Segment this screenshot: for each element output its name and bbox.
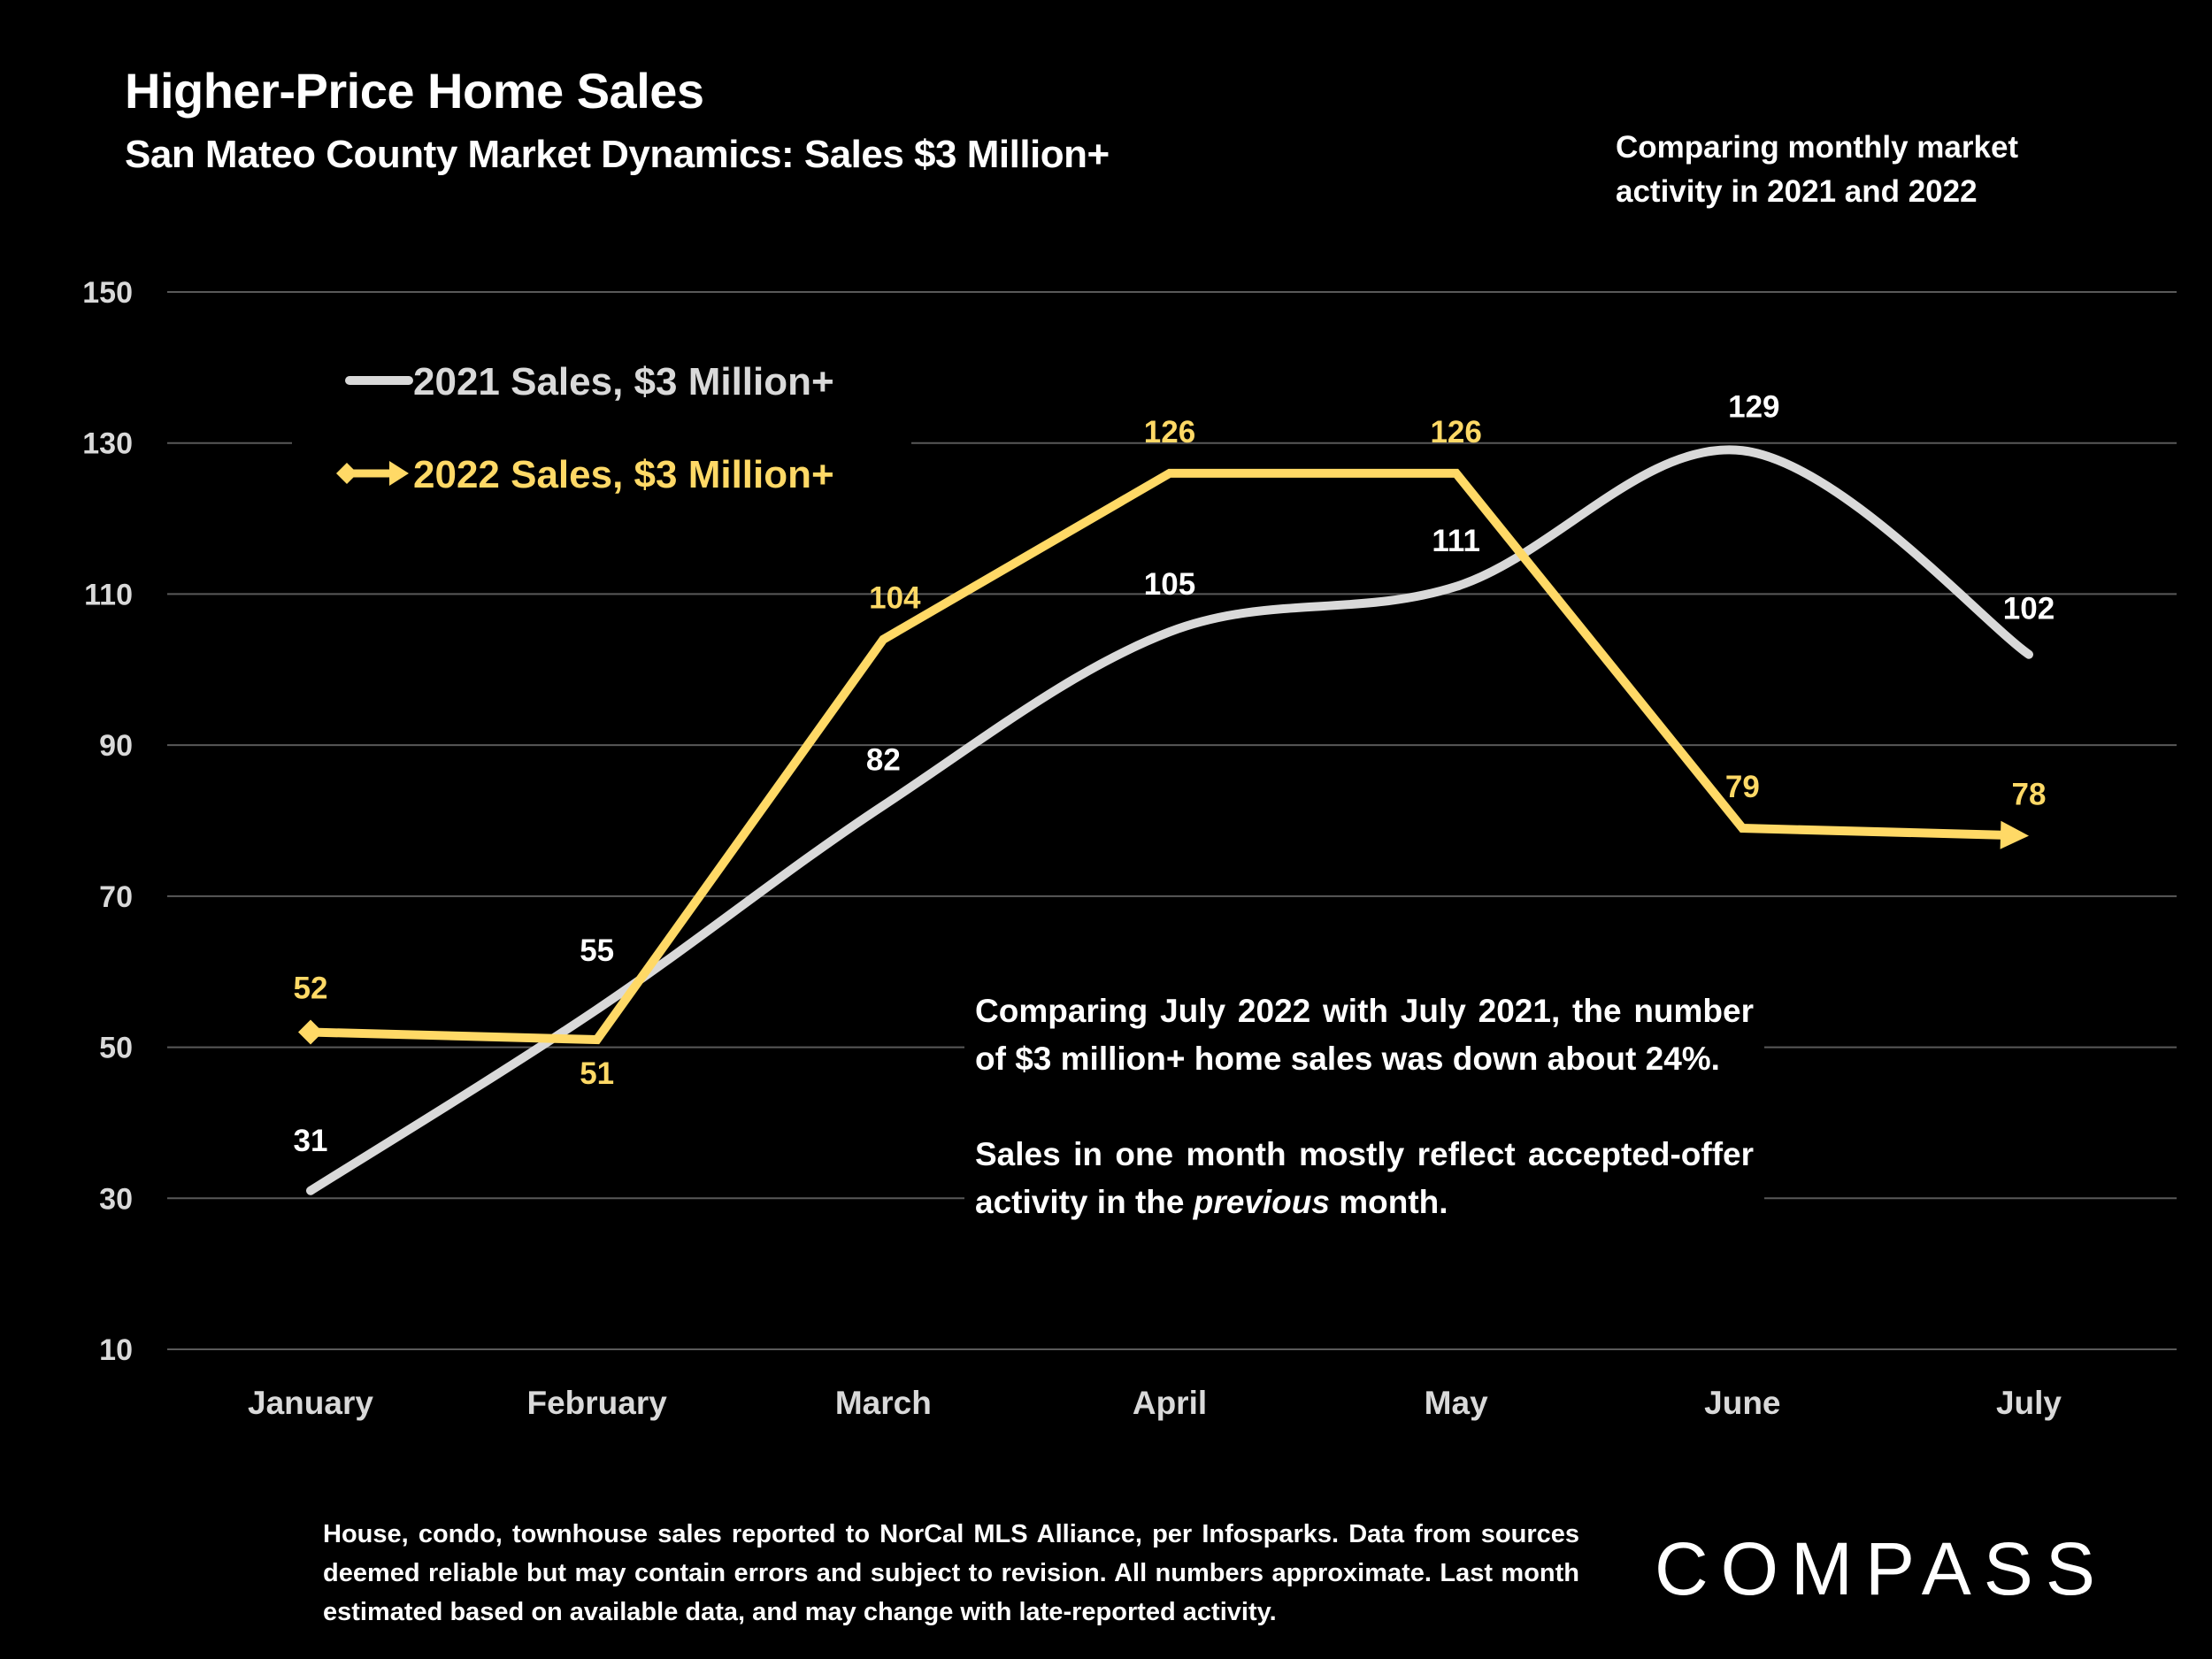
data-label-2021: 31 (294, 1124, 328, 1158)
legend-label-2022: 2022 Sales, $3 Million+ (413, 453, 834, 496)
callout-box: Comparing July 2022 with July 2021, the … (964, 982, 1764, 1232)
y-tick-label: 30 (99, 1182, 133, 1216)
data-label-2021: 129 (1728, 389, 1779, 424)
arrow-marker-icon (389, 461, 409, 486)
y-axis: 10 30 50 70 90 110 130 150 (82, 276, 133, 1367)
y-tick-label: 150 (82, 276, 133, 310)
data-label-2022: 126 (1144, 415, 1195, 449)
callout-paragraph-2: Sales in one month mostly reflect accept… (975, 1131, 1754, 1226)
x-tick-label: March (835, 1385, 932, 1421)
y-tick-label: 130 (82, 427, 133, 461)
callout-text-end: month. (1329, 1184, 1448, 1220)
comparison-note: Comparing monthly market activity in 202… (1616, 130, 2019, 209)
data-label-2022: 52 (294, 972, 328, 1006)
x-tick-label: May (1425, 1385, 1488, 1421)
page-title: Higher-Price Home Sales (125, 63, 704, 119)
x-axis: January February March April May June July (248, 1385, 2062, 1421)
y-tick-label: 70 (99, 880, 133, 914)
data-label-2022: 104 (869, 581, 921, 616)
callout-emphasis: previous (1193, 1184, 1330, 1220)
legend-label-2021: 2021 Sales, $3 Million+ (413, 360, 834, 403)
series-line-2022 (310, 468, 2010, 1045)
x-tick-label: July (1996, 1385, 2062, 1421)
source-footnote: House, condo, townhouse sales reported t… (323, 1520, 1579, 1626)
data-label-2021: 105 (1144, 567, 1195, 602)
x-tick-label: June (1704, 1385, 1780, 1421)
compass-logo: COMPASS (1655, 1527, 2108, 1610)
data-labels: 31 55 82 105 111 129 102 52 51 104 126 126 79 78 (294, 389, 2055, 1158)
data-label-2021: 55 (580, 933, 614, 968)
data-label-2022: 126 (1430, 415, 1481, 449)
data-label-2022: 79 (1725, 770, 1760, 804)
data-label-2021: 82 (866, 742, 901, 777)
y-tick-label: 110 (84, 578, 133, 611)
data-label-2022: 78 (2012, 778, 2047, 812)
series-lines (298, 445, 2033, 1195)
x-tick-label: February (526, 1385, 667, 1421)
series-line-2021 (306, 445, 2033, 1195)
y-tick-label: 50 (99, 1032, 133, 1065)
page-subtitle: San Mateo County Market Dynamics: Sales … (125, 133, 1110, 176)
diamond-marker (298, 1019, 323, 1045)
x-tick-label: April (1133, 1385, 1207, 1421)
data-label-2021: 102 (2003, 592, 2055, 626)
data-label-2021: 111 (1432, 524, 1480, 558)
y-tick-label: 90 (99, 729, 133, 763)
diamond-marker-icon (336, 463, 357, 484)
y-tick-label: 10 (99, 1333, 133, 1367)
callout-paragraph-1: Comparing July 2022 with July 2021, the … (975, 993, 1754, 1077)
callout-text: Sales in one month mostly reflect accept… (975, 1136, 1754, 1220)
legend: 2021 Sales, $3 Million+ 2022 Sales, $3 M… (292, 345, 911, 504)
data-label-2022: 51 (580, 1056, 614, 1091)
arrow-marker (2000, 820, 2029, 849)
x-tick-label: January (248, 1385, 373, 1421)
